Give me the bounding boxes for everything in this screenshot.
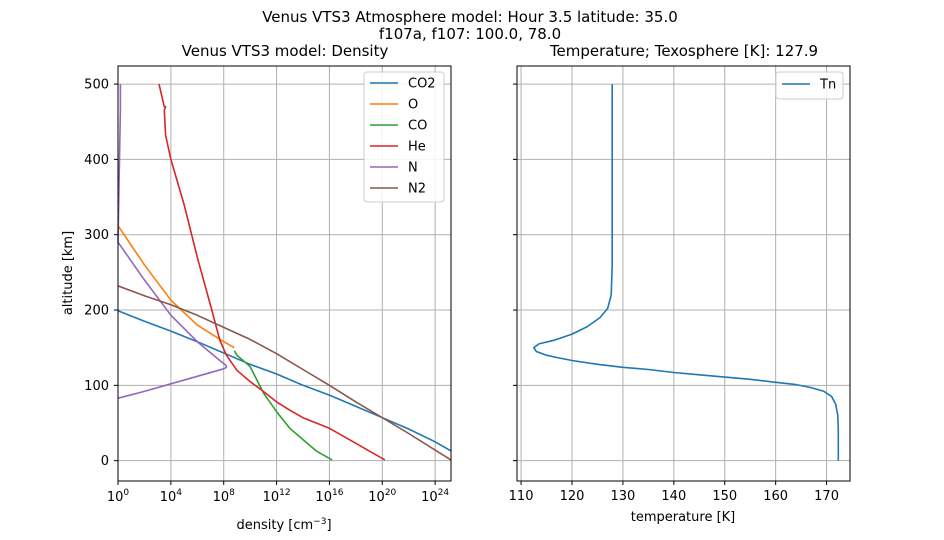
density-series-co2	[117, 310, 452, 452]
density-x-tick-base: 10	[421, 490, 438, 505]
density-plot-frame	[117, 65, 452, 482]
density-x-tick-base: 10	[368, 490, 385, 505]
temperature-x-tick-label: 110	[509, 489, 534, 504]
temperature-x-tick-label: 170	[814, 489, 839, 504]
temperature-panel-title: Temperature; Texosphere [K]: 127.9	[549, 42, 818, 60]
density-series-lines	[117, 83, 452, 461]
density-series-n2	[117, 285, 452, 461]
temperature-x-axis-label: temperature [K]	[631, 510, 736, 525]
density-y-tick-label: 200	[84, 304, 109, 319]
temperature-x-tick-label: 160	[763, 489, 788, 504]
density-legend-box	[363, 71, 445, 203]
density-y-tick-label: 400	[84, 153, 109, 168]
density-x-tick-exponent: 24	[438, 488, 450, 498]
density-y-axis-label: altitude [km]	[61, 231, 76, 315]
density-x-tick-label: 108	[213, 488, 236, 505]
density-x-tick-label: 1020	[368, 488, 396, 505]
density-series-co	[233, 350, 333, 461]
density-x-tick-label: 1024	[421, 488, 449, 505]
density-legend-label: N2	[408, 182, 426, 197]
density-x-tick-exponent: 0	[123, 488, 129, 498]
figure-suptitle-line1: Venus VTS3 Atmosphere model: Hour 3.5 la…	[262, 8, 678, 26]
density-x-tick-base: 10	[315, 490, 332, 505]
temperature-x-tick-label: 120	[560, 489, 585, 504]
density-x-tick-label: 1012	[263, 488, 291, 505]
temperature-legend-box	[775, 71, 844, 100]
density-x-tick-base: 10	[160, 490, 177, 505]
temperature-legend: Tn	[775, 71, 844, 100]
density-series-n	[117, 84, 228, 399]
density-legend-label: O	[408, 98, 418, 113]
density-y-tick-label: 100	[84, 379, 109, 394]
density-panel: Venus VTS3 model: Density 100 104 108 1012 1…	[61, 42, 452, 533]
density-y-tick-label: 300	[84, 228, 109, 243]
temperature-x-tick-label: 140	[661, 489, 686, 504]
temperature-legend-label: Tn	[819, 78, 836, 93]
density-x-tick-label: 100	[107, 488, 130, 505]
temperature-series-tn	[532, 84, 840, 461]
density-x-tick-label: 104	[160, 488, 183, 505]
density-series-o	[117, 225, 235, 349]
temperature-panel: Temperature; Texosphere [K]: 127.9 110 12…	[509, 42, 851, 525]
density-x-tick-exponent: 8	[229, 488, 235, 498]
figure-suptitle-line2: f107a, f107: 100.0, 78.0	[379, 25, 561, 43]
density-x-tick-exponent: 12	[279, 488, 290, 498]
density-legend-label: He	[408, 140, 426, 155]
density-y-tick-label: 500	[84, 78, 109, 93]
temperature-x-tick-label: 130	[610, 489, 635, 504]
temperature-grid	[517, 66, 850, 481]
density-legend: CO2 O CO He N N2	[363, 71, 445, 203]
temperature-ticks: 110 120 130 140 150 160 170	[509, 83, 839, 504]
density-x-tick-base: 10	[213, 490, 230, 505]
density-legend-label: CO2	[408, 77, 436, 92]
density-x-tick-base: 10	[107, 490, 124, 505]
density-x-tick-exponent: 16	[332, 488, 344, 498]
density-legend-label: CO	[408, 119, 427, 134]
density-x-axis-label: density [cm−3]	[236, 517, 331, 533]
density-y-tick-label: 0	[101, 454, 109, 469]
density-ticks: 100 104 108 1012 1016 1020 1024010020030040050…	[84, 78, 449, 505]
temperature-x-tick-label: 150	[712, 489, 737, 504]
temperature-series-lines	[532, 84, 840, 461]
density-x-tick-exponent: 4	[176, 488, 182, 498]
temperature-plot-frame	[516, 65, 851, 482]
density-legend-label: N	[408, 161, 418, 176]
density-series-he	[158, 83, 386, 461]
density-panel-title: Venus VTS3 model: Density	[182, 42, 389, 60]
density-x-tick-base: 10	[263, 490, 280, 505]
density-x-tick-label: 1016	[315, 488, 343, 505]
density-x-tick-exponent: 20	[385, 488, 397, 498]
